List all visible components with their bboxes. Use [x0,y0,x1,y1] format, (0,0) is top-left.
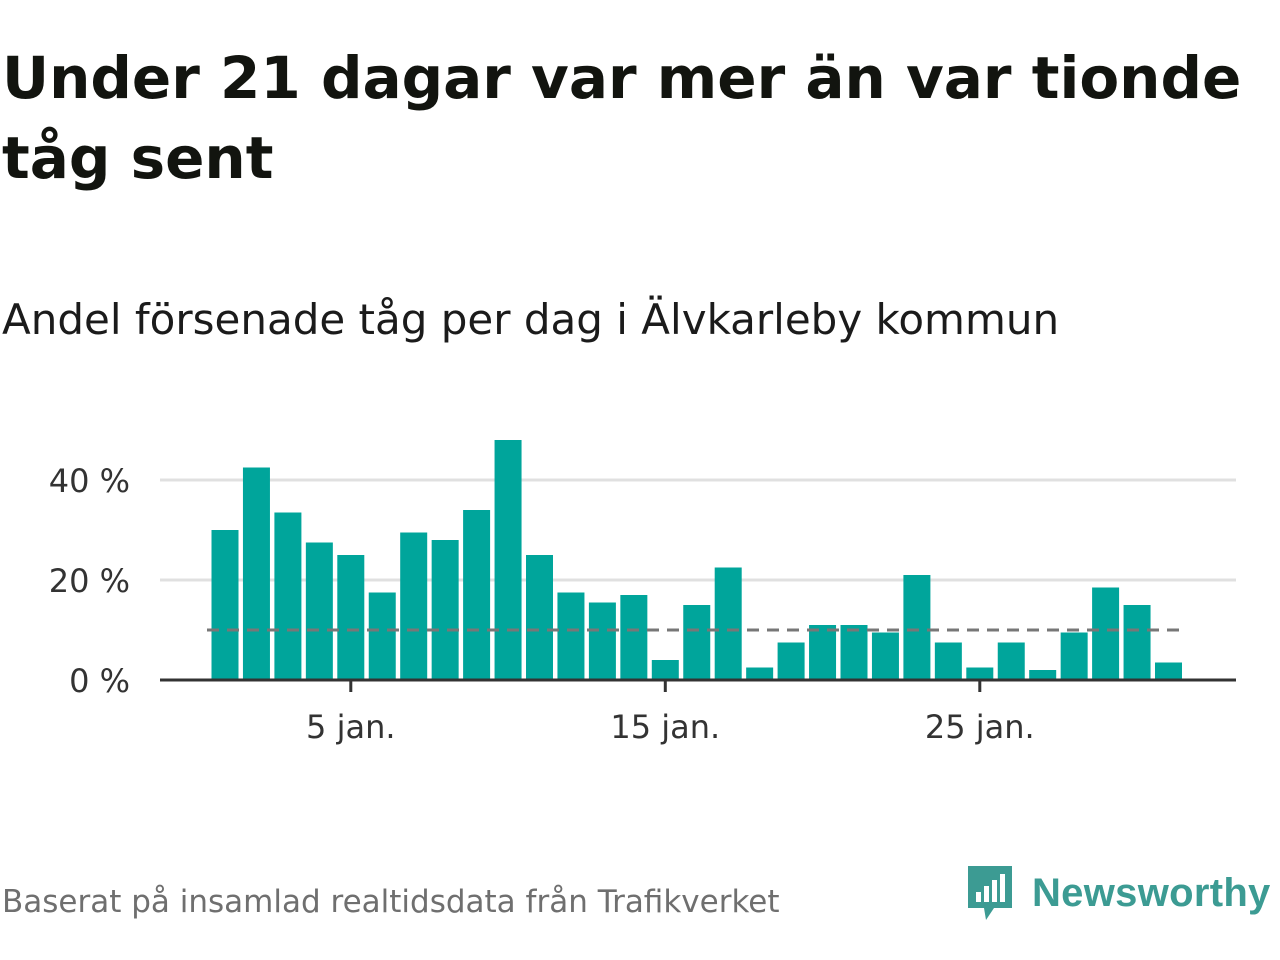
bar [746,667,774,680]
source-note: Baserat på insamlad realtidsdata från Tr… [2,884,780,920]
bar [714,567,742,680]
bar [557,592,585,680]
x-tick-label: 15 jan. [610,708,720,746]
bar [871,632,899,680]
bar [274,512,302,680]
bar [211,530,239,680]
bar [809,625,837,680]
brand-logo[interactable]: Newsworthy [964,862,1271,924]
bar [966,667,994,680]
bar [683,605,711,680]
bar [1060,632,1088,680]
bar [400,532,428,680]
bar [431,540,459,680]
bar [463,510,491,680]
bar [526,555,553,680]
bar [651,660,679,680]
newsworthy-chart-bubble-icon [968,866,1012,920]
bar [337,555,365,680]
bar [305,542,333,680]
chart-subtitle: Andel försenade tåg per dag i Älvkarleby… [2,295,1060,344]
bar [1123,605,1151,680]
x-tick-label: 5 jan. [306,708,395,746]
bar [997,642,1025,680]
y-tick-label: 0 % [69,662,130,700]
y-tick-label: 20 % [49,562,130,600]
bar [777,642,805,680]
y-tick-label: 40 % [49,462,130,500]
bar [903,575,931,680]
chart-title: Under 21 dagar var mer än var tionde tåg… [2,44,1242,192]
bar [494,440,522,680]
x-tick-label: 25 jan. [925,708,1035,746]
bar [1155,662,1182,680]
bar [840,625,868,680]
bar [934,642,962,680]
bar [368,592,396,680]
bar [1092,587,1120,680]
bar [242,467,270,680]
bar-chart: 0 % 20 % 40 % 5 jan. 15 jan. 25 jan. [49,440,1236,746]
brand-name: Newsworthy [1032,870,1271,915]
bar [620,595,648,680]
bar [1029,670,1057,680]
bar [588,602,616,680]
